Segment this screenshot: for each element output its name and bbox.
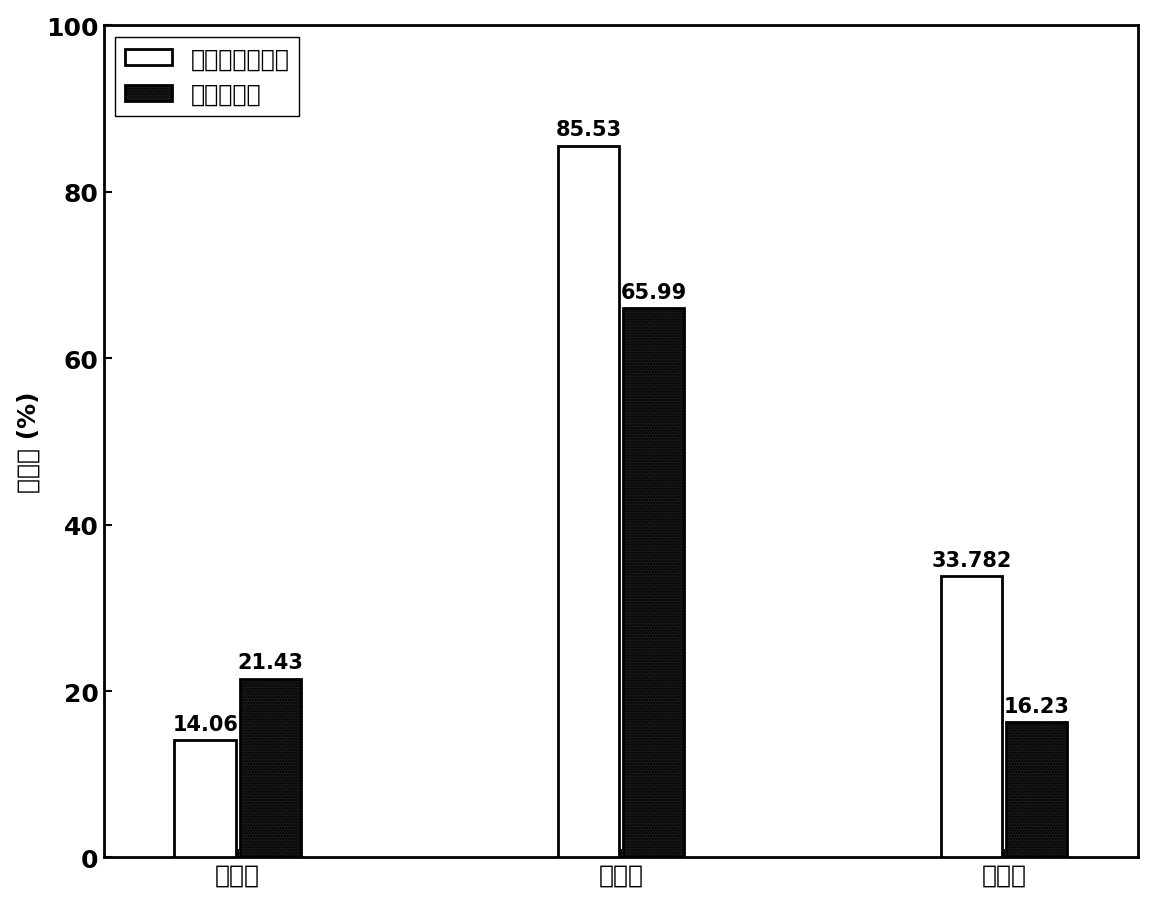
Bar bbox=[1006, 722, 1067, 858]
Bar bbox=[174, 740, 236, 858]
Text: 21.43: 21.43 bbox=[238, 653, 304, 673]
Text: 16.23: 16.23 bbox=[1004, 696, 1070, 716]
Bar bbox=[941, 577, 1003, 858]
Text: 65.99: 65.99 bbox=[620, 283, 687, 303]
Y-axis label: 回收率 (%): 回收率 (%) bbox=[16, 391, 40, 492]
Bar bbox=[623, 309, 684, 858]
Bar bbox=[558, 146, 619, 858]
Legend: 本发明浮选药剂, 乙基钓黄药: 本发明浮选药剂, 乙基钓黄药 bbox=[116, 38, 299, 116]
Bar bbox=[239, 679, 301, 858]
Text: 85.53: 85.53 bbox=[556, 120, 621, 140]
Text: 14.06: 14.06 bbox=[172, 714, 238, 734]
Text: 33.782: 33.782 bbox=[931, 550, 1012, 570]
